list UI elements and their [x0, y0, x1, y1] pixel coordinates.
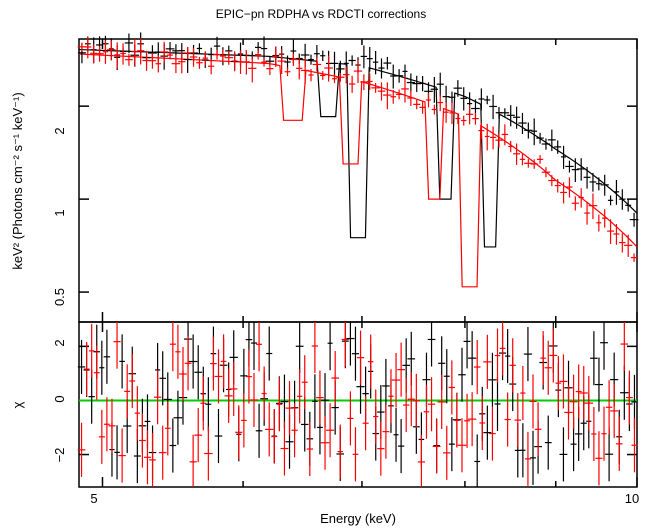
spectrum-y-axis-label: keV² (Photons cm⁻² s⁻¹ keV⁻¹) [10, 92, 25, 269]
residual-y-axis-label: χ [10, 401, 25, 408]
x-tick-label-5: 5 [90, 491, 97, 506]
x-tick-label-10: 10 [625, 491, 639, 506]
residual-y-tick-label-neg2: −2 [52, 448, 67, 463]
residual-y-tick-label-2: 2 [52, 339, 67, 346]
red-model-curve [78, 53, 638, 288]
spectrum-y-tick-label-0-5: 0.5 [52, 288, 67, 306]
residual-plot-area [77, 322, 638, 487]
residual-panel-frame [78, 321, 638, 488]
spectrum-y-tick-label-2: 2 [52, 127, 67, 134]
residual-y-tick-label-0: 0 [52, 395, 67, 402]
chart-title: EPIC−pn RDPHA vs RDCTI corrections [216, 7, 426, 21]
black-model-curve [78, 48, 638, 248]
spectrum-y-tick-label-1: 1 [52, 209, 67, 216]
spectrum-plot-area [77, 32, 639, 487]
x-axis-label: Energy (keV) [320, 511, 396, 526]
